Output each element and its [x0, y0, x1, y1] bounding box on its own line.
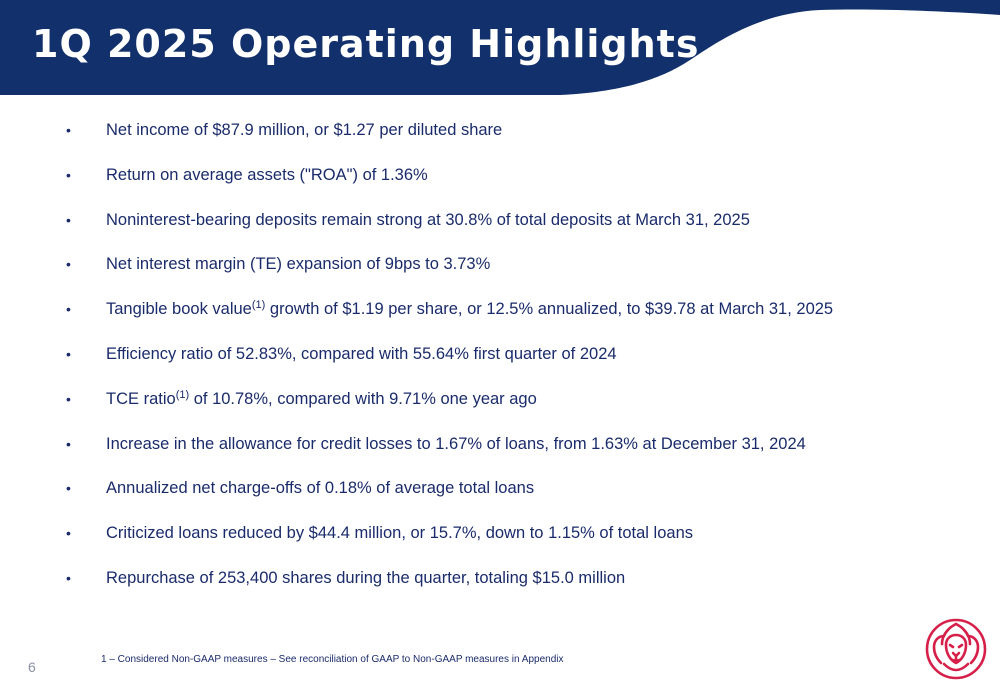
bullet-icon: • — [66, 569, 71, 586]
bullet-icon: • — [66, 166, 71, 183]
bullet-icon: • — [66, 301, 71, 318]
bullet-text-rest: of 10.78%, compared with 9.71% one year … — [189, 389, 537, 408]
bullet-text: Net interest margin (TE) expansion of 9b… — [106, 255, 491, 274]
bullet-text: Repurchase of 253,400 shares during the … — [106, 568, 626, 587]
bullet-text: Efficiency ratio of 52.83%, compared wit… — [106, 344, 617, 363]
bullet-text: Tangible book value(1) growth of $1.19 p… — [106, 287, 833, 332]
bullet-text: TCE ratio(1) of 10.78%, compared with 9.… — [106, 377, 537, 422]
page-number: 6 — [28, 659, 36, 675]
bullet-icon: • — [66, 345, 71, 362]
bullet-text: Noninterest-bearing deposits remain stro… — [106, 210, 750, 229]
bullet-text: Criticized loans reduced by $44.4 millio… — [106, 524, 693, 543]
list-item: • Annualized net charge-offs of 0.18% of… — [0, 466, 1000, 511]
bullet-icon: • — [66, 211, 71, 228]
footnote: 1 – Considered Non-GAAP measures – See r… — [101, 654, 564, 665]
list-item: • Return on average assets ("ROA") of 1.… — [0, 153, 1000, 198]
bullet-text-rest: growth of $1.19 per share, or 12.5% annu… — [265, 300, 834, 319]
list-item: • TCE ratio(1) of 10.78%, compared with … — [0, 377, 1000, 422]
bullet-icon: • — [66, 435, 71, 452]
list-item: • Net income of $87.9 million, or $1.27 … — [0, 108, 1000, 153]
bullet-icon: • — [66, 122, 71, 138]
header-banner: 1Q 2025 Operating Highlights — [0, 0, 1000, 100]
list-item: • Noninterest-bearing deposits remain st… — [0, 198, 1000, 243]
list-item: • Criticized loans reduced by $44.4 mill… — [0, 511, 1000, 556]
bullet-text: Annualized net charge-offs of 0.18% of a… — [106, 479, 535, 498]
list-item: • Net interest margin (TE) expansion of … — [0, 242, 1000, 287]
bullet-text-main: Tangible book value — [106, 300, 252, 319]
bullet-text: Increase in the allowance for credit los… — [106, 434, 806, 453]
bullet-icon: • — [66, 525, 71, 542]
bullet-text: Net income of $87.9 million, or $1.27 pe… — [106, 121, 503, 139]
bullet-text: Return on average assets ("ROA") of 1.36… — [106, 165, 428, 184]
bullet-icon: • — [66, 256, 71, 273]
bullet-icon: • — [66, 390, 71, 407]
list-item: • Efficiency ratio of 52.83%, compared w… — [0, 332, 1000, 377]
lion-head-icon — [924, 617, 988, 681]
header-wave-shape — [0, 0, 1000, 95]
page-title: 1Q 2025 Operating Highlights — [32, 22, 700, 66]
list-item: • Increase in the allowance for credit l… — [0, 422, 1000, 467]
footnote-marker: (1) — [175, 388, 190, 401]
highlights-list: • Net income of $87.9 million, or $1.27 … — [0, 108, 1000, 601]
list-item: • Repurchase of 253,400 shares during th… — [0, 556, 1000, 601]
bullet-text-main: TCE ratio — [106, 389, 176, 408]
bullet-icon: • — [66, 480, 71, 497]
list-item: • Tangible book value(1) growth of $1.19… — [0, 287, 1000, 332]
footnote-marker: (1) — [251, 299, 266, 312]
